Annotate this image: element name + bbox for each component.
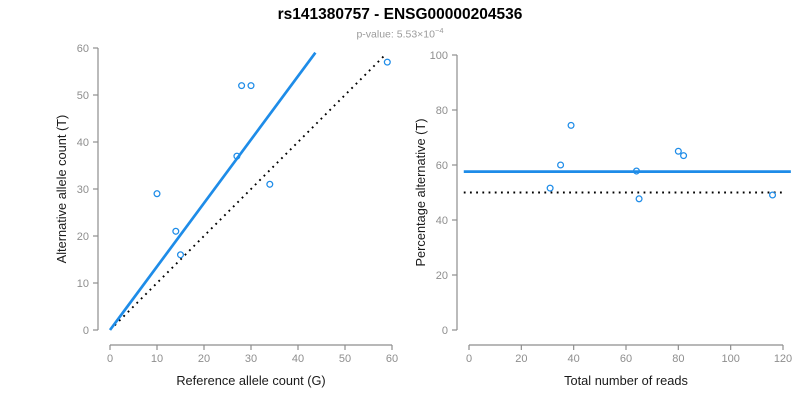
x-tick-label: 80 xyxy=(672,353,684,365)
pvalue-subtitle: p-value: 5.53×10−4 xyxy=(0,26,800,41)
data-point xyxy=(172,227,180,235)
x-tick-label: 120 xyxy=(774,353,792,365)
x-tick-label: 40 xyxy=(568,353,580,365)
y-tick-label: 60 xyxy=(77,43,89,55)
x-tick-label: 30 xyxy=(245,353,257,365)
y-axis-title: Percentage alternative (T) xyxy=(413,119,428,267)
x-tick-label: 100 xyxy=(721,353,739,365)
y-tick-label: 80 xyxy=(436,105,448,117)
data-point xyxy=(632,167,640,175)
y-tick-label: 0 xyxy=(442,325,448,337)
y-tick-label: 20 xyxy=(436,270,448,282)
pvalue-exponent: −4 xyxy=(434,26,444,35)
y-tick-label: 10 xyxy=(77,278,89,290)
allele-count-chart: 0 10 20 30 40 50 60 Reference allele count (G) 0… xyxy=(54,43,398,388)
data-point xyxy=(247,82,255,90)
data-point xyxy=(680,152,688,160)
data-point xyxy=(153,190,161,198)
y-tick-label: 30 xyxy=(77,184,89,196)
x-tick-label: 50 xyxy=(339,353,351,365)
data-point xyxy=(567,121,575,129)
data-point xyxy=(238,82,246,90)
y-tick-label: 40 xyxy=(436,215,448,227)
data-point xyxy=(635,195,643,203)
data-point xyxy=(769,191,777,199)
identity-line xyxy=(114,52,388,326)
y-tick-label: 0 xyxy=(83,325,89,337)
x-tick-label: 20 xyxy=(198,353,210,365)
y-tick-label: 60 xyxy=(436,160,448,172)
plot-title: rs141380757 - ENSG00000204536 xyxy=(277,6,523,23)
y-tick-label: 50 xyxy=(77,90,89,102)
x-tick-label: 20 xyxy=(515,353,527,365)
fit-line xyxy=(108,51,317,331)
data-point xyxy=(383,58,391,66)
y-axis-title: Alternative allele count (T) xyxy=(54,115,69,264)
data-point xyxy=(233,152,241,160)
x-axis-title: Total number of reads xyxy=(564,373,688,388)
data-point xyxy=(674,147,682,155)
y-tick-label: 20 xyxy=(77,231,89,243)
x-tick-label: 60 xyxy=(386,353,398,365)
x-tick-label: 10 xyxy=(151,353,163,365)
data-point xyxy=(557,161,565,169)
y-tick-label: 100 xyxy=(430,50,448,62)
charts-canvas: 0 10 20 30 40 50 60 Reference allele count (G) 0… xyxy=(54,43,792,388)
x-tick-label: 40 xyxy=(292,353,304,365)
percentage-alternative-chart: 0 20 40 60 80 100 120 Total number of reads 0 20 4… xyxy=(413,50,792,388)
pvalue-text: p-value: 5.53×10 xyxy=(356,28,435,41)
x-tick-label: 60 xyxy=(620,353,632,365)
data-point xyxy=(546,184,554,192)
data-point xyxy=(266,180,274,188)
y-tick-label: 40 xyxy=(77,137,89,149)
x-tick-label: 0 xyxy=(107,353,113,365)
x-tick-label: 0 xyxy=(466,353,472,365)
data-point xyxy=(176,251,185,259)
x-axis-title: Reference allele count (G) xyxy=(176,373,325,388)
